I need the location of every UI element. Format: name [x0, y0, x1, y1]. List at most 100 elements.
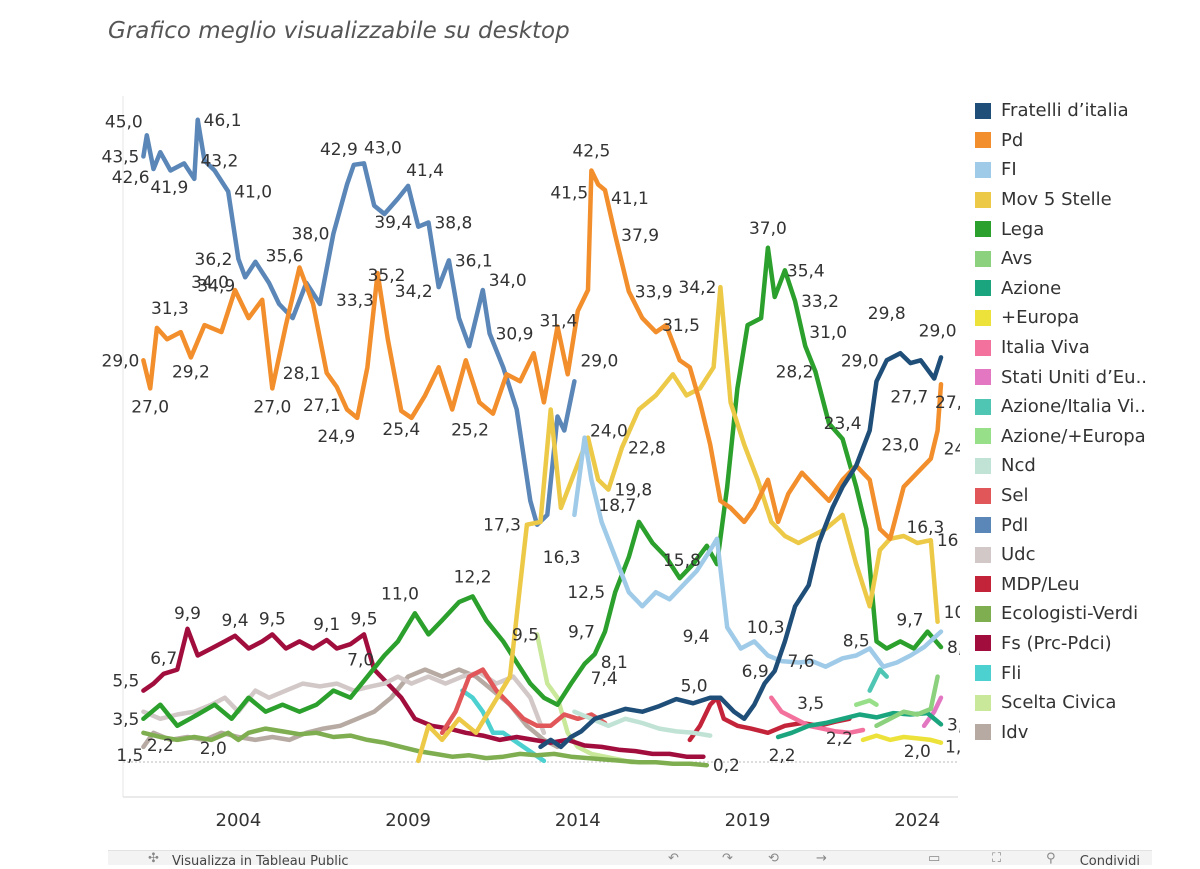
legend-item[interactable]: Lega [975, 214, 1151, 244]
series-line-azione-europa[interactable] [853, 698, 879, 707]
data-point-marker[interactable] [802, 329, 809, 336]
data-point-marker[interactable] [235, 256, 242, 263]
data-point-marker[interactable] [571, 357, 578, 364]
data-point-marker[interactable] [625, 288, 632, 295]
series-line-italia-viva[interactable] [769, 695, 866, 736]
data-point-marker[interactable] [187, 354, 194, 361]
share-link[interactable]: Condividi [1079, 854, 1140, 869]
legend-item[interactable]: Fratelli d’italia [975, 96, 1151, 126]
data-point-marker[interactable] [147, 385, 154, 392]
legend-item[interactable]: Udc [975, 540, 1151, 570]
data-point-marker[interactable] [140, 357, 147, 364]
legend-item[interactable]: Scelta Civica [975, 688, 1151, 718]
series-line-avs[interactable] [874, 674, 940, 729]
data-point-marker[interactable] [140, 153, 147, 160]
data-point-marker[interactable] [934, 427, 941, 434]
data-point-marker[interactable] [327, 296, 334, 303]
data-point-marker[interactable] [605, 486, 612, 493]
data-point-marker[interactable] [191, 175, 198, 182]
data-point-marker[interactable] [883, 357, 890, 364]
data-point-marker[interactable] [717, 284, 724, 291]
series-line-sel[interactable] [439, 667, 608, 736]
data-point-marker[interactable] [581, 535, 588, 542]
series-line-pdl[interactable] [141, 117, 577, 527]
legend-item[interactable]: Ncd [975, 451, 1151, 481]
data-point-marker[interactable] [232, 632, 239, 639]
download-icon[interactable]: ▭ [928, 851, 941, 866]
data-point-marker[interactable] [883, 346, 890, 353]
data-point-marker[interactable] [140, 715, 147, 722]
data-point-marker[interactable] [710, 632, 717, 639]
data-point-marker[interactable] [398, 407, 405, 414]
data-point-marker[interactable] [360, 160, 367, 167]
legend-item[interactable]: Azione/+Europa [975, 422, 1151, 452]
legend-item[interactable]: Idv [975, 717, 1151, 747]
data-point-marker[interactable] [435, 284, 442, 291]
data-point-marker[interactable] [225, 188, 232, 195]
tableau-logo-icon[interactable]: ✣ [148, 851, 159, 866]
share-icon[interactable]: ⚲ [1046, 851, 1056, 866]
view-on-tableau-link[interactable]: Visualizza in Tableau Public [172, 854, 349, 869]
data-point-marker[interactable] [588, 167, 595, 174]
data-point-marker[interactable] [523, 521, 530, 528]
data-point-marker[interactable] [153, 324, 160, 331]
data-point-marker[interactable] [323, 637, 330, 644]
legend-item[interactable]: Ecologisti-Verdi [975, 599, 1151, 629]
data-point-marker[interactable] [469, 593, 476, 600]
data-point-marker[interactable] [938, 381, 945, 388]
data-point-marker[interactable] [194, 116, 201, 123]
data-point-marker[interactable] [938, 644, 945, 651]
redo-icon[interactable]: ↷ [722, 851, 733, 866]
data-point-marker[interactable] [330, 230, 337, 237]
series-line-fli[interactable] [460, 688, 547, 764]
data-point-marker[interactable] [581, 660, 588, 667]
legend-item[interactable]: Stati Uniti d’Eu.. [975, 362, 1151, 392]
data-point-marker[interactable] [591, 651, 598, 658]
legend-item[interactable]: Italia Viva [975, 333, 1151, 363]
legend-item[interactable]: Avs [975, 244, 1151, 274]
data-point-marker[interactable] [792, 298, 799, 305]
data-point-marker[interactable] [360, 631, 367, 638]
legend-item[interactable]: Fs (Prc-Pdci) [975, 629, 1151, 659]
data-point-marker[interactable] [938, 739, 945, 746]
legend-item[interactable]: Pd [975, 126, 1151, 156]
series-line-mov-5-stelle[interactable] [416, 284, 940, 764]
legend-item[interactable]: Pdl [975, 510, 1151, 540]
legend-item[interactable]: Fli [975, 658, 1151, 688]
data-point-marker[interactable] [931, 375, 938, 382]
data-point-marker[interactable] [703, 762, 710, 769]
data-point-marker[interactable] [184, 625, 191, 632]
series-line-lega[interactable] [141, 245, 944, 729]
data-point-marker[interactable] [612, 589, 619, 596]
data-point-marker[interactable] [140, 687, 147, 694]
series-line-ncd[interactable] [572, 709, 713, 738]
data-point-marker[interactable] [618, 444, 625, 451]
data-point-marker[interactable] [333, 383, 340, 390]
data-point-marker[interactable] [595, 181, 602, 188]
data-point-marker[interactable] [143, 132, 150, 139]
legend-item[interactable]: Azione/Italia Vi.. [975, 392, 1151, 422]
data-point-marker[interactable] [445, 257, 452, 264]
forward-icon[interactable]: → [816, 851, 827, 866]
revert-icon[interactable]: ⟲ [768, 851, 779, 866]
data-point-marker[interactable] [934, 618, 941, 625]
data-point-marker[interactable] [924, 628, 931, 635]
data-point-marker[interactable] [350, 161, 357, 168]
data-point-marker[interactable] [778, 658, 785, 665]
data-point-marker[interactable] [775, 734, 782, 741]
data-point-marker[interactable] [160, 670, 167, 677]
data-point-marker[interactable] [405, 182, 412, 189]
data-point-marker[interactable] [771, 667, 778, 674]
data-point-marker[interactable] [269, 385, 276, 392]
fullscreen-icon[interactable]: ⛶ [992, 851, 1002, 866]
data-point-marker[interactable] [737, 620, 744, 627]
data-point-marker[interactable] [805, 715, 812, 722]
data-point-marker[interactable] [710, 694, 717, 701]
series-line-fratelli-d-italia[interactable] [538, 350, 944, 750]
data-point-marker[interactable] [839, 435, 846, 442]
series-line--europa[interactable] [860, 733, 944, 745]
data-point-marker[interactable] [486, 330, 493, 337]
data-point-marker[interactable] [479, 286, 486, 293]
series-line-ecologisti-verdi[interactable] [141, 726, 710, 768]
data-point-marker[interactable] [601, 187, 608, 194]
